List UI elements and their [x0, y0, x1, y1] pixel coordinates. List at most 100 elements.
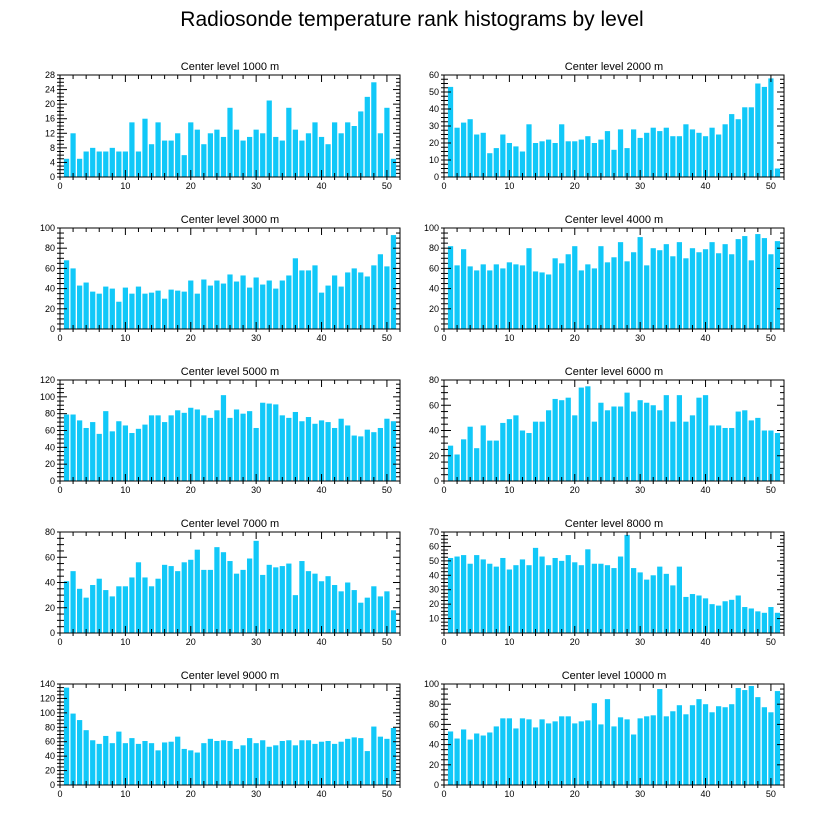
bar: [487, 563, 493, 633]
bar: [598, 724, 604, 785]
panel-10: Center level 10000 m 0 10 20 30 40 50 0 20 40 60 80…: [424, 670, 785, 799]
bar: [565, 254, 571, 329]
bar: [96, 578, 102, 633]
bar: [122, 151, 128, 177]
bar: [364, 597, 370, 633]
bar: [168, 566, 174, 633]
x-tick-label: 50: [382, 637, 392, 647]
bar: [83, 597, 89, 633]
bar: [384, 591, 390, 633]
y-tick-label: 80: [429, 243, 439, 253]
bar: [390, 235, 397, 329]
y-tick-label: 10: [429, 614, 439, 624]
bar: [559, 263, 565, 329]
bar: [266, 100, 272, 177]
bar: [70, 713, 76, 785]
bar: [506, 143, 512, 177]
bar: [552, 557, 558, 633]
bar: [358, 436, 364, 481]
bar: [332, 743, 338, 785]
bar: [624, 148, 630, 177]
x-tick-label: 10: [120, 637, 130, 647]
x-tick-label: 20: [186, 789, 196, 799]
bar: [683, 714, 689, 785]
y-tick-label: 40: [45, 284, 55, 294]
panel-3: Center level 3000 m 0 10 20 30 40 50 0 20 40 60 80 1…: [40, 214, 401, 343]
y-tick-label: 20: [45, 304, 55, 314]
bar: [676, 566, 682, 633]
bar: [299, 561, 305, 633]
bar: [532, 727, 539, 785]
bar: [109, 147, 115, 177]
bar: [345, 582, 351, 633]
bar: [168, 140, 174, 177]
bar: [384, 107, 390, 177]
bar: [709, 127, 715, 177]
bar: [487, 732, 493, 785]
bar: [318, 741, 325, 785]
bar: [748, 107, 754, 177]
bar: [148, 586, 155, 633]
bar: [279, 415, 285, 481]
bar: [591, 421, 597, 481]
y-tick-label: 20: [429, 138, 439, 148]
y-tick-label: 40: [45, 751, 55, 761]
bar: [493, 566, 499, 633]
panel-title: Center level 10000 m: [562, 670, 667, 682]
bar: [709, 425, 715, 481]
bar: [377, 133, 383, 177]
bar: [454, 738, 460, 785]
bar: [461, 439, 467, 481]
bar: [506, 262, 512, 329]
bar: [493, 440, 499, 481]
bar: [63, 260, 70, 329]
bar: [676, 136, 682, 177]
x-tick-label: 10: [504, 637, 514, 647]
bar: [384, 266, 390, 329]
y-tick-label: 40: [429, 570, 439, 580]
x-tick-label: 0: [441, 333, 446, 343]
y-tick-label: 16: [45, 114, 55, 124]
x-tick-label: 0: [57, 789, 62, 799]
y-tick-label: 100: [424, 223, 439, 233]
bar: [227, 274, 233, 329]
bar: [148, 292, 155, 329]
bar: [598, 563, 604, 633]
bar: [181, 412, 187, 481]
bar: [546, 274, 552, 329]
x-tick-label: 30: [251, 637, 261, 647]
x-tick-label: 0: [441, 637, 446, 647]
bar: [70, 133, 76, 177]
bar: [742, 410, 748, 481]
bar: [233, 129, 240, 177]
bar: [500, 557, 506, 633]
bar: [207, 417, 213, 482]
bar: [188, 280, 194, 329]
panel-title: Center level 7000 m: [181, 518, 279, 530]
bar: [611, 726, 617, 785]
bar: [748, 608, 754, 633]
y-tick-label: 40: [429, 284, 439, 294]
bar: [755, 234, 761, 329]
bar: [650, 127, 656, 177]
bar: [526, 433, 532, 481]
bar: [565, 716, 571, 785]
bar: [90, 422, 96, 481]
bar: [480, 425, 486, 481]
bar: [519, 151, 526, 177]
bar: [611, 257, 617, 329]
bar: [716, 605, 722, 633]
bar: [683, 258, 689, 329]
x-tick-label: 0: [441, 181, 446, 191]
y-tick-label: 60: [45, 552, 55, 562]
panel-title: Center level 3000 m: [181, 214, 279, 226]
x-tick-label: 0: [57, 485, 62, 495]
x-tick-label: 30: [635, 181, 645, 191]
bar: [214, 740, 220, 785]
bar: [135, 428, 142, 481]
bar: [709, 712, 715, 785]
x-tick-label: 20: [570, 637, 580, 647]
bar: [194, 409, 200, 481]
x-tick-label: 50: [382, 485, 392, 495]
bar: [506, 569, 512, 633]
